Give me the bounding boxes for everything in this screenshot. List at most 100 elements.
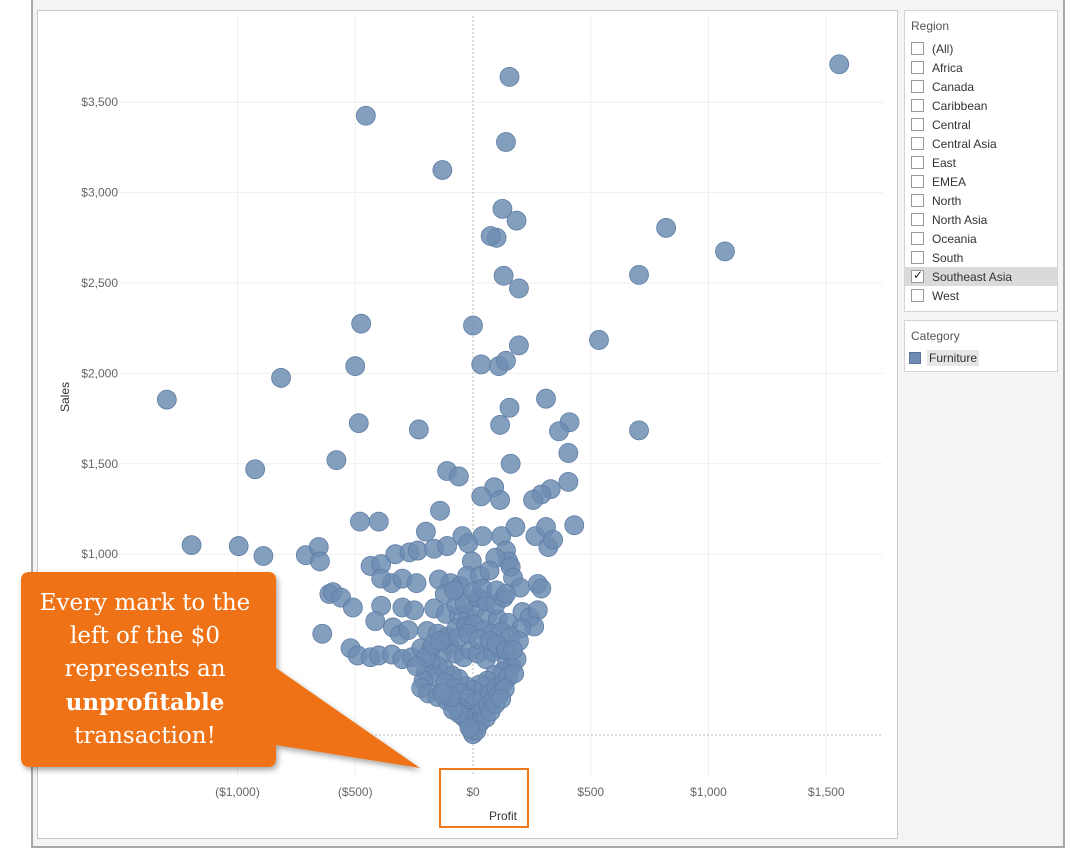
data-point[interactable]	[181, 535, 202, 556]
data-point[interactable]	[348, 413, 369, 434]
data-point[interactable]	[629, 420, 649, 441]
data-point[interactable]	[509, 278, 529, 299]
checkbox[interactable]	[911, 156, 924, 169]
data-point[interactable]	[342, 597, 363, 618]
data-point[interactable]	[496, 584, 516, 604]
data-point[interactable]	[499, 66, 520, 87]
data-point[interactable]	[531, 578, 552, 599]
data-point[interactable]	[589, 330, 609, 350]
checkbox[interactable]	[911, 194, 924, 207]
checkbox[interactable]	[911, 61, 924, 74]
data-point[interactable]	[310, 551, 330, 572]
data-point[interactable]	[829, 54, 850, 75]
data-point[interactable]	[492, 198, 513, 219]
data-point[interactable]	[506, 210, 527, 231]
data-point[interactable]	[629, 264, 649, 285]
legend-item-furniture[interactable]: Furniture	[905, 349, 1057, 367]
data-point[interactable]	[558, 443, 579, 463]
region-filter-item[interactable]: South	[905, 248, 1057, 267]
region-filter-item[interactable]: Central	[905, 115, 1057, 134]
data-point[interactable]	[490, 415, 510, 435]
data-point[interactable]	[471, 354, 492, 375]
data-point[interactable]	[715, 241, 735, 262]
data-point[interactable]	[406, 573, 427, 594]
region-filter-item[interactable]: North Asia	[905, 210, 1057, 229]
data-point[interactable]	[228, 536, 249, 556]
data-point[interactable]	[404, 600, 425, 621]
data-point[interactable]	[345, 356, 366, 377]
data-point[interactable]	[407, 540, 428, 561]
data-point[interactable]	[430, 500, 450, 521]
checkbox[interactable]	[911, 99, 924, 112]
data-point[interactable]	[527, 600, 548, 621]
data-point[interactable]	[312, 623, 333, 644]
region-filter-item[interactable]: Africa	[905, 58, 1057, 77]
region-filter-item[interactable]: North	[905, 191, 1057, 210]
data-point[interactable]	[496, 350, 516, 371]
region-filter-item[interactable]: Oceania	[905, 229, 1057, 248]
data-point[interactable]	[500, 453, 521, 474]
region-filter-item[interactable]: Caribbean	[905, 96, 1057, 115]
data-point[interactable]	[326, 450, 347, 471]
data-point[interactable]	[505, 517, 526, 537]
data-point[interactable]	[365, 611, 386, 631]
data-point[interactable]	[499, 397, 520, 418]
data-point[interactable]	[493, 265, 514, 286]
region-filter-item[interactable]: Central Asia	[905, 134, 1057, 153]
data-point[interactable]	[350, 511, 370, 532]
region-filter-item[interactable]: Canada	[905, 77, 1057, 96]
checkbox[interactable]	[911, 118, 924, 131]
region-filter-item[interactable]: West	[905, 286, 1057, 305]
data-point[interactable]	[253, 546, 274, 566]
checkbox[interactable]	[911, 289, 924, 302]
data-point[interactable]	[406, 656, 427, 677]
data-point[interactable]	[472, 526, 493, 547]
data-point[interactable]	[491, 688, 512, 709]
checkbox[interactable]	[911, 80, 924, 93]
data-point[interactable]	[398, 620, 419, 641]
data-point[interactable]	[355, 105, 376, 126]
data-point[interactable]	[503, 640, 523, 660]
data-point[interactable]	[490, 490, 510, 510]
checkbox[interactable]	[911, 42, 924, 55]
data-point[interactable]	[437, 536, 457, 556]
data-point[interactable]	[480, 226, 501, 246]
data-point[interactable]	[523, 490, 543, 510]
data-point[interactable]	[471, 486, 492, 507]
checkbox[interactable]	[911, 251, 924, 264]
checkbox[interactable]	[911, 213, 924, 226]
data-point[interactable]	[444, 580, 465, 601]
data-point[interactable]	[536, 388, 556, 409]
data-point[interactable]	[430, 631, 450, 651]
data-point[interactable]	[549, 421, 569, 442]
region-filter-item[interactable]: (All)	[905, 39, 1057, 58]
data-point[interactable]	[656, 217, 677, 238]
data-point[interactable]	[509, 335, 529, 356]
data-point[interactable]	[245, 459, 266, 480]
data-point[interactable]	[496, 132, 516, 152]
region-filter-item[interactable]: EMEA	[905, 172, 1057, 191]
data-point[interactable]	[408, 419, 429, 440]
checkbox[interactable]	[911, 175, 924, 188]
data-point[interactable]	[504, 663, 525, 684]
data-point[interactable]	[448, 466, 469, 487]
region-filter-item[interactable]: East	[905, 153, 1057, 172]
data-point[interactable]	[479, 560, 500, 581]
data-point[interactable]	[564, 515, 585, 536]
data-point[interactable]	[351, 313, 372, 334]
checkbox[interactable]	[911, 232, 924, 245]
data-point[interactable]	[432, 160, 453, 180]
data-point[interactable]	[543, 529, 563, 550]
checkbox[interactable]	[911, 137, 924, 150]
data-point[interactable]	[459, 717, 480, 738]
data-point[interactable]	[415, 521, 436, 542]
region-filter-item[interactable]: ✓ Southeast Asia	[905, 267, 1057, 286]
data-point[interactable]	[432, 683, 453, 704]
data-point[interactable]	[271, 368, 291, 388]
data-point[interactable]	[156, 389, 177, 410]
data-point[interactable]	[371, 568, 392, 589]
data-point[interactable]	[463, 315, 483, 336]
data-point[interactable]	[558, 471, 579, 492]
data-point[interactable]	[368, 511, 389, 532]
checked-checkbox[interactable]: ✓	[911, 268, 924, 283]
